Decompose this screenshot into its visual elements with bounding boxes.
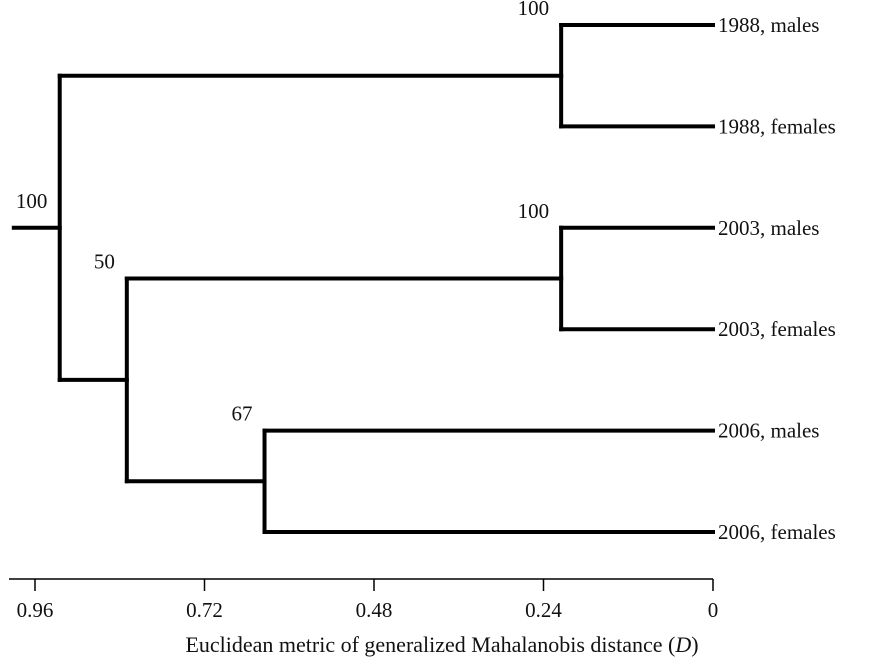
x-tick-label: 0.96 (17, 598, 54, 622)
x-axis-title-prefix: Euclidean metric of generalized Mahalano… (185, 632, 675, 657)
support-label-c2006: 67 (232, 402, 253, 426)
x-axis-title-suffix: ) (691, 632, 698, 657)
x-axis-title-variable: D (674, 632, 691, 657)
bootstrap-support-labels: 100 100 67 50 100 (16, 0, 549, 426)
leaf-labels: 1988, males 1988, females 2003, males 2003,… (718, 13, 836, 544)
leaf-label: 1988, males (718, 13, 819, 37)
x-tick-label: 0.48 (356, 598, 393, 622)
support-label-c0306: 50 (94, 250, 115, 274)
support-label-c2003: 100 (518, 199, 550, 223)
x-tick-label: 0.24 (525, 598, 562, 622)
dendrogram-branches (11, 23, 715, 534)
support-label-c1988: 100 (518, 0, 550, 20)
support-label-root: 100 (16, 189, 48, 213)
x-axis-ticks: 0.96 0.72 0.48 0.24 0 (17, 579, 719, 622)
x-axis-title: Euclidean metric of generalized Mahalano… (185, 632, 698, 657)
leaf-label: 2003, males (718, 216, 819, 240)
leaf-label: 2006, males (718, 419, 819, 443)
leaf-label: 2006, females (718, 520, 836, 544)
leaf-label: 2003, females (718, 317, 836, 341)
x-tick-label: 0 (708, 598, 719, 622)
leaf-label: 1988, females (718, 114, 836, 138)
x-axis: 0.96 0.72 0.48 0.24 0 (9, 578, 719, 622)
x-tick-label: 0.72 (186, 598, 223, 622)
